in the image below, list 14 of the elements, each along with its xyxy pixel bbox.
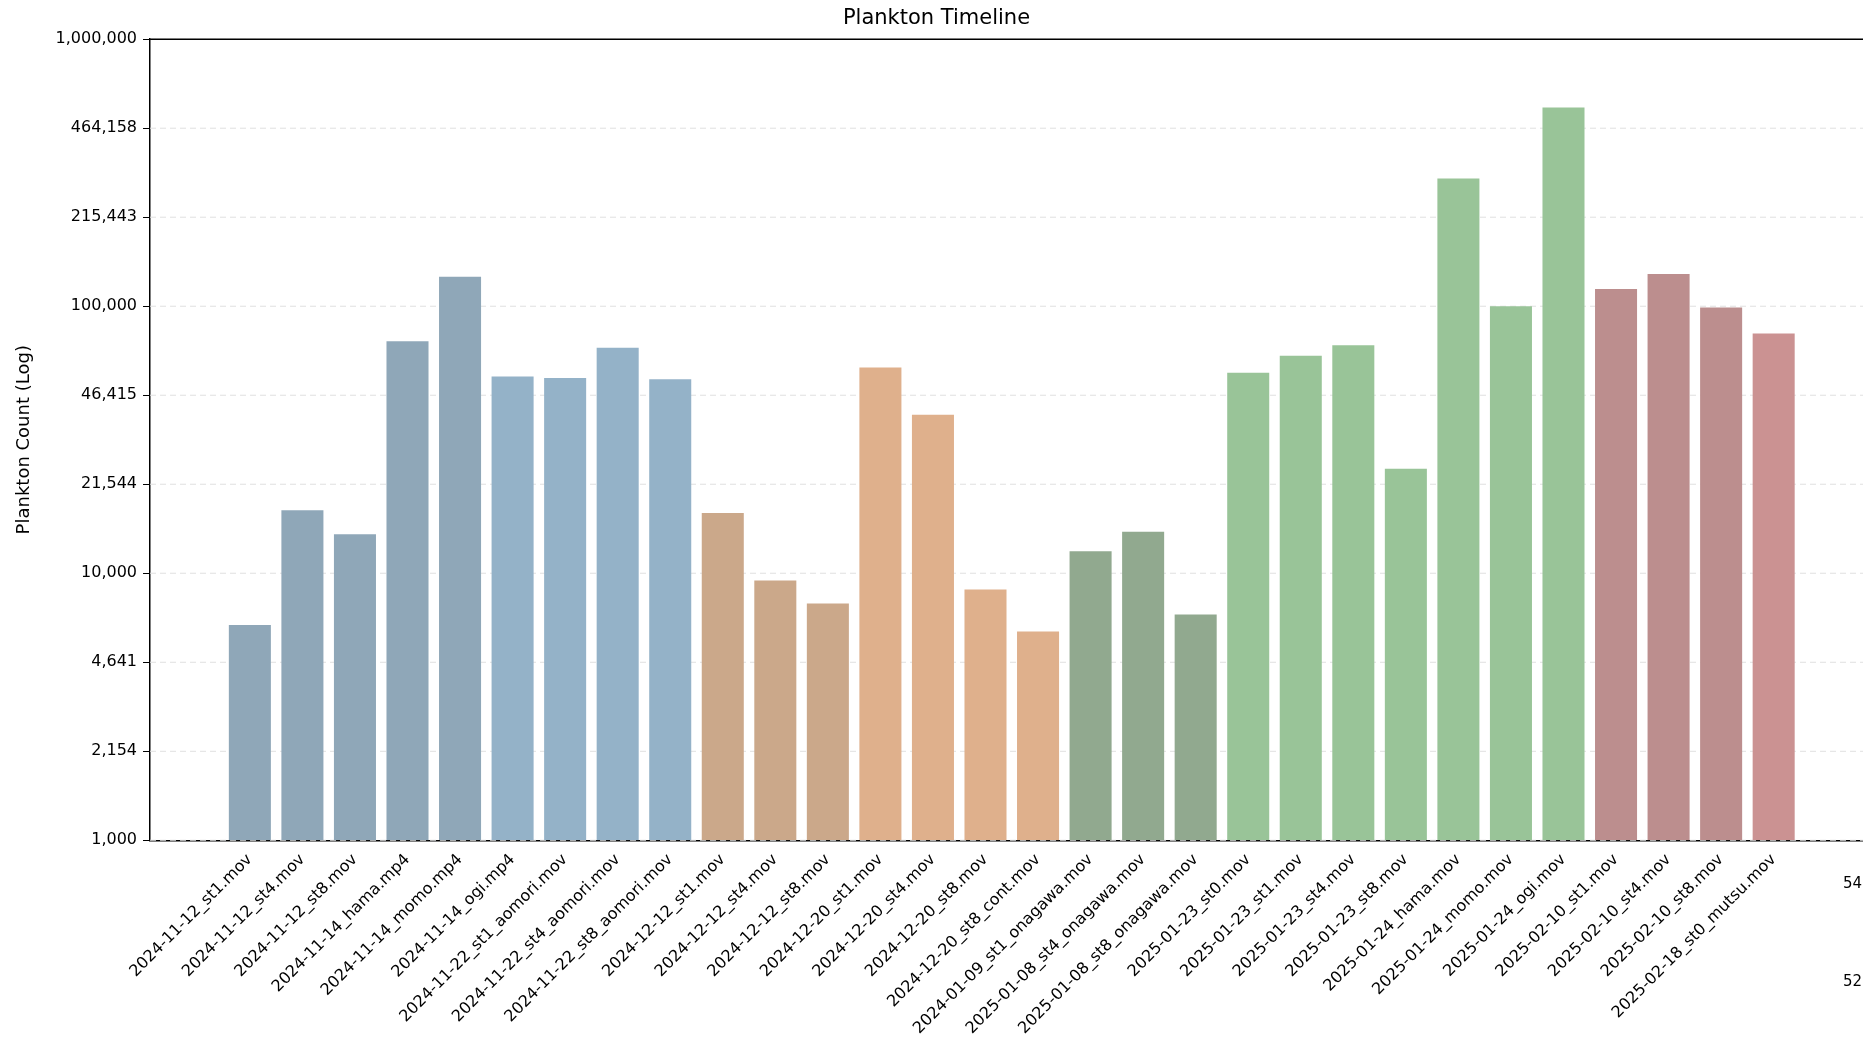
- text: 54: [1842, 874, 1862, 892]
- y-tick-label: 21,544: [81, 473, 138, 493]
- y-tick-label: 1,000,000: [55, 28, 138, 48]
- y-tick-label: 100,000: [70, 295, 138, 315]
- y-tick-label: 215,443: [70, 206, 138, 226]
- y-axis-title: Plankton Count (Log): [12, 345, 34, 535]
- y-tick-label: 464,158: [70, 117, 138, 137]
- chart-title: Plankton Timeline: [842, 5, 1031, 30]
- text: 52: [1842, 972, 1862, 990]
- y-tick-label: 4,641: [91, 651, 138, 671]
- y-tick-label: 10,000: [81, 562, 138, 582]
- y-tick-label: 2,154: [91, 740, 138, 760]
- y-tick-label: 46,415: [81, 384, 138, 404]
- y-tick-label: 1,000: [91, 829, 138, 849]
